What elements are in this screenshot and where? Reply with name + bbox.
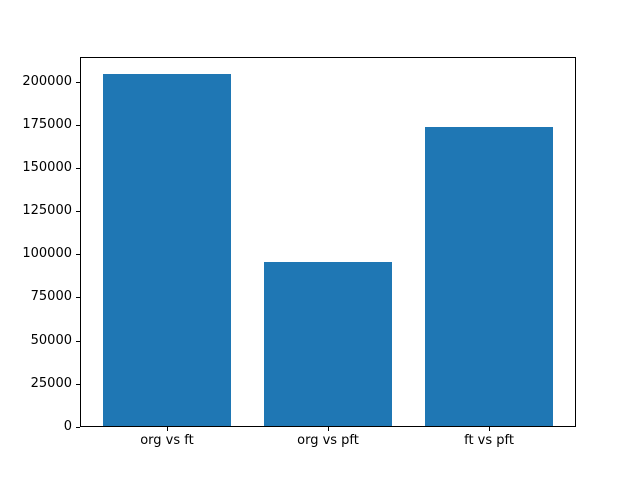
y-tick-mark: [76, 254, 80, 255]
y-tick-label: 50000: [30, 333, 72, 348]
x-tick-label: org vs ft: [140, 433, 194, 448]
y-tick-label: 75000: [30, 289, 72, 304]
x-tick-mark: [166, 427, 168, 431]
y-tick-mark: [76, 82, 80, 83]
y-tick-label: 100000: [22, 246, 72, 261]
bar-org-vs-ft: [102, 73, 232, 426]
x-tick-label: ft vs pft: [464, 433, 514, 448]
bar-ft-vs-pft: [424, 127, 554, 426]
y-tick-mark: [76, 341, 80, 342]
y-tick-label: 25000: [30, 376, 72, 391]
x-tick-mark: [489, 427, 491, 431]
y-tick-label: 125000: [22, 203, 72, 218]
y-tick-mark: [76, 427, 80, 428]
y-tick-label: 175000: [22, 117, 72, 132]
y-tick-label: 200000: [22, 74, 72, 89]
y-tick-mark: [76, 211, 80, 212]
x-tick-mark: [328, 427, 329, 431]
y-tick-mark: [76, 168, 80, 169]
x-tick-label: org vs pft: [297, 433, 359, 448]
y-tick-label: 150000: [22, 160, 72, 175]
plot-area: [80, 57, 576, 427]
y-tick-mark: [76, 384, 80, 385]
y-tick-mark: [76, 297, 80, 298]
bar-org-vs-pft: [263, 261, 393, 426]
y-tick-mark: [76, 125, 80, 126]
y-tick-label: 0: [63, 419, 72, 434]
